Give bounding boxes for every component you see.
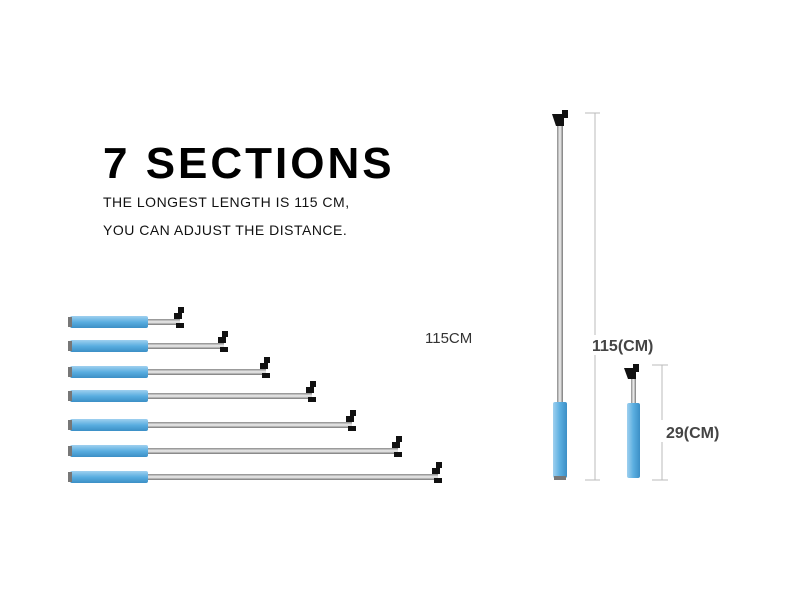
extended-label: 115(CM): [592, 338, 653, 355]
handle: [70, 390, 148, 402]
title: 7 SECTIONS: [103, 139, 395, 188]
head: [174, 307, 184, 328]
cap: [68, 341, 72, 351]
head: [346, 410, 356, 431]
cap: [68, 317, 72, 327]
rod: [148, 343, 224, 349]
subtitle-line: YOU CAN ADJUST THE DISTANCE.: [103, 222, 347, 238]
handle: [553, 402, 567, 478]
folded-label: 29(CM): [666, 425, 719, 442]
handle: [70, 366, 148, 378]
subtitle-line: THE LONGEST LENGTH IS 115 CM,: [103, 194, 350, 210]
head: [432, 462, 442, 483]
rod: [557, 125, 563, 405]
cap: [68, 472, 72, 482]
head: [260, 357, 270, 378]
cap: [68, 367, 72, 377]
rod: [631, 374, 636, 404]
head: [306, 381, 316, 402]
cap: [68, 446, 72, 456]
rod: [148, 319, 180, 325]
label-bg: [588, 335, 663, 355]
head: [218, 331, 228, 352]
rod: [148, 369, 266, 375]
handle: [70, 471, 148, 483]
handle: [627, 403, 640, 478]
head: [392, 436, 402, 457]
handle: [70, 445, 148, 457]
length-label: 115CM: [425, 330, 472, 347]
handle: [70, 316, 148, 328]
cap: [554, 476, 566, 480]
rod: [148, 474, 438, 480]
rod: [148, 422, 352, 428]
handle: [70, 340, 148, 352]
folded-stick: [624, 364, 640, 478]
head: [552, 110, 568, 126]
label-bg: [660, 420, 730, 442]
handle: [70, 419, 148, 431]
cap: [68, 391, 72, 401]
rod: [148, 393, 312, 399]
head: [624, 364, 639, 379]
stick-group: [68, 307, 442, 483]
cap: [68, 420, 72, 430]
extended-stick: [552, 110, 568, 480]
rod: [148, 448, 398, 454]
